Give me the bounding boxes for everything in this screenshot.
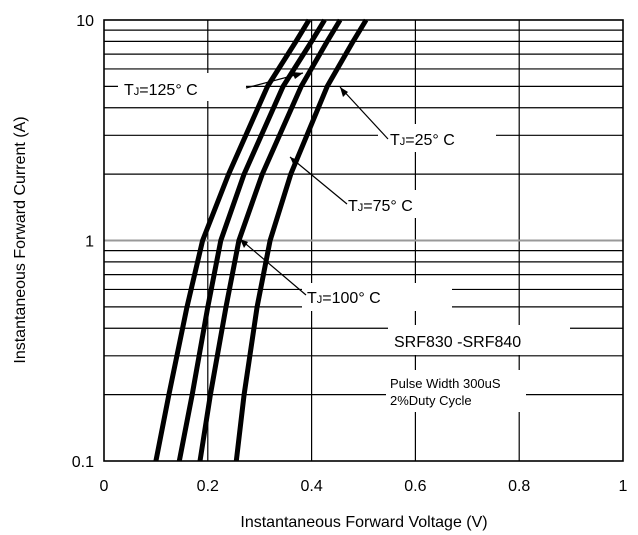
series-line-3 [233, 18, 369, 462]
arrowhead-125 [292, 72, 303, 79]
arrowhead-75 [290, 157, 298, 166]
label-tj-100: TJ=100° C [307, 290, 381, 307]
note-box [386, 370, 526, 412]
y-tick-label: 0.1 [72, 454, 94, 471]
y-tick-label: 10 [76, 13, 94, 30]
curves [153, 18, 369, 462]
tick-labels: 0 0.2 0.4 0.6 0.8 1 0.1 1 10 [72, 13, 628, 495]
y-axis-label: Instantaneous Forward Current (A) [12, 116, 29, 363]
arrowhead-25 [340, 87, 348, 97]
part-number-text: SRF830 -SRF840 [394, 334, 521, 351]
x-tick-label: 0 [100, 478, 109, 495]
label-tj-125: TJ=125° C [124, 82, 198, 99]
note-line-1: Pulse Width 300uS [390, 376, 501, 391]
note-line-2: 2%Duty Cycle [390, 393, 472, 408]
x-tick-label: 0.6 [404, 478, 426, 495]
leader-25 [339, 86, 389, 140]
x-tick-label: 0.2 [197, 478, 219, 495]
label-box-75 [338, 190, 456, 218]
x-tick-label: 1 [619, 478, 628, 495]
x-tick-label: 0.4 [300, 478, 322, 495]
x-axis-label: Instantaneous Forward Voltage (V) [240, 514, 487, 531]
label-tj-25: TJ=25° C [390, 132, 455, 149]
plot-frame [103, 19, 624, 462]
leader-100 [239, 238, 307, 296]
series-line-2 [197, 18, 343, 462]
part-number-box [388, 325, 570, 355]
x-tick-label: 0.8 [508, 478, 530, 495]
callouts: TJ=125° C TJ=25° C TJ=75° C TJ=100° C SR… [118, 72, 570, 412]
label-box-100 [302, 283, 452, 311]
label-box-125 [118, 73, 246, 101]
series-line-0 [153, 18, 312, 462]
label-box-25 [378, 124, 496, 152]
arrowhead-100 [240, 239, 248, 248]
y-tick-label: 1 [85, 234, 94, 251]
label-tj-75: TJ=75° C [348, 198, 413, 215]
leader-75 [289, 156, 348, 205]
grid [104, 20, 623, 461]
series-line-1 [176, 18, 327, 462]
